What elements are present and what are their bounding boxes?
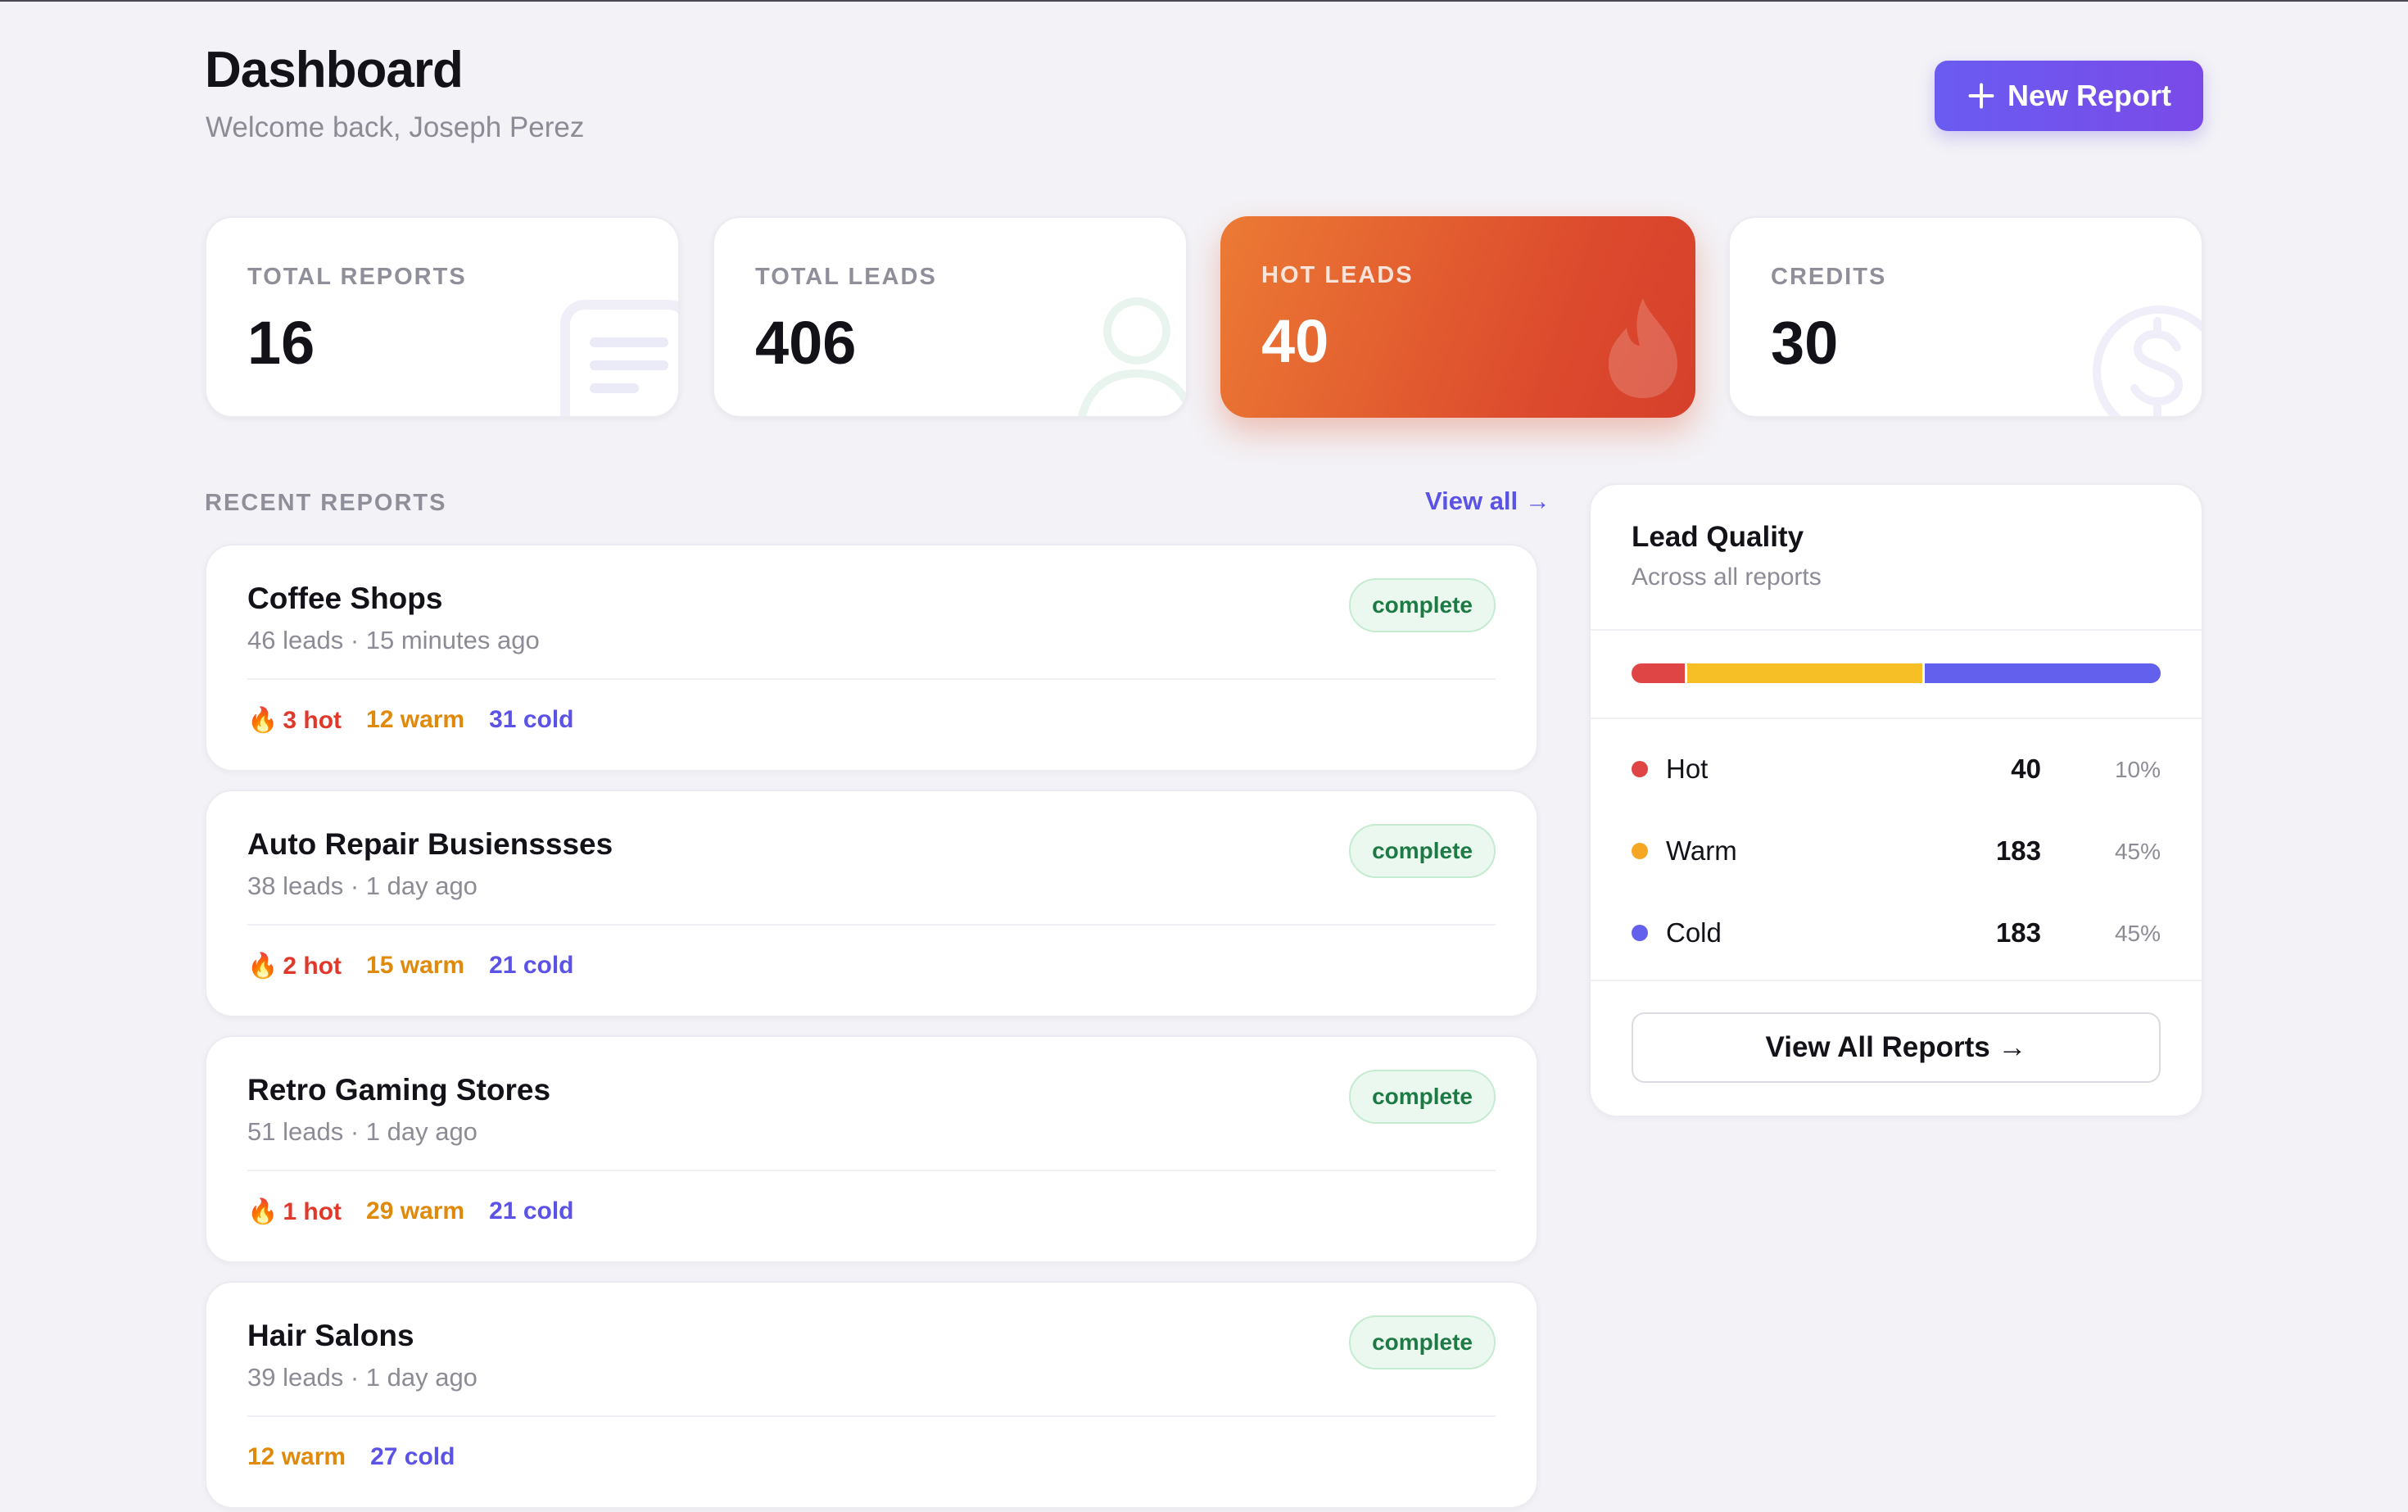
lead-quality-bar [1632, 663, 2161, 683]
quality-row-label: Hot [1666, 754, 1709, 784]
report-meta: 39 leads · 1 day ago [247, 1363, 478, 1392]
report-meta: 38 leads · 1 day ago [247, 871, 478, 900]
warm-tag: 12 warm [247, 1443, 346, 1470]
stat-label: HOT LEADS [1261, 262, 1414, 288]
stat-value: 30 [1771, 309, 1839, 377]
quality-bar-segment-warm [1684, 663, 1923, 683]
cold-tag: 21 cold [489, 952, 574, 979]
stat-value: 16 [247, 309, 315, 377]
new-report-button[interactable]: New Report [1935, 61, 2203, 131]
quality-row-percent: 45% [2114, 921, 2161, 946]
report-title: Auto Repair Busienssses [247, 827, 613, 861]
lead-tags: 🔥 1 hot 29 warm 21 cold [247, 1197, 573, 1226]
stat-label: TOTAL REPORTS [247, 264, 467, 290]
quality-row-label: Warm [1666, 835, 1737, 866]
stat-card-credits: CREDITS 30 [1728, 216, 2203, 418]
quality-row-percent: 10% [2114, 757, 2161, 782]
report-card[interactable]: Retro Gaming Stores 51 leads · 1 day ago… [205, 1035, 1538, 1263]
stat-label: TOTAL LEADS [755, 264, 937, 290]
page-title: Dashboard [205, 42, 464, 98]
welcome-subtitle: Welcome back, Joseph Perez [206, 111, 585, 143]
lead-quality-subtitle: Across all reports [1632, 564, 1822, 591]
quality-bar-segment-hot [1632, 663, 1685, 683]
warm-dot [1632, 843, 1648, 859]
view-all-link[interactable]: View all → [1425, 487, 1550, 515]
report-title: Hair Salons [247, 1319, 414, 1352]
report-meta: 51 leads · 1 day ago [247, 1117, 478, 1146]
report-title: Coffee Shops [247, 582, 443, 615]
divider [1591, 718, 2202, 719]
fire-icon: 🔥 [247, 953, 278, 980]
quality-row-warm: Warm 183 45% [1632, 831, 2161, 871]
quality-row-count: 183 [1995, 835, 2041, 866]
divider [247, 924, 1496, 926]
report-card[interactable]: Coffee Shops 46 leads · 15 minutes ago c… [205, 544, 1538, 772]
hot-count: 1 hot [283, 1197, 342, 1225]
quality-row-count: 40 [2011, 754, 2041, 784]
fire-icon: 🔥 [247, 1198, 278, 1225]
hot-tag: 🔥 2 hot [247, 952, 342, 980]
warm-tag: 15 warm [366, 952, 465, 979]
recent-reports-heading: RECENT REPORTS [205, 490, 447, 516]
cold-dot [1632, 925, 1648, 941]
stat-value: 40 [1261, 307, 1329, 375]
hot-tag: 🔥 3 hot [247, 706, 342, 735]
warm-tag: 12 warm [366, 706, 465, 733]
cold-tag: 21 cold [489, 1197, 574, 1225]
quality-row-hot: Hot 40 10% [1632, 749, 2161, 790]
quality-row-cold: Cold 183 45% [1632, 912, 2161, 953]
lead-quality-panel: Lead Quality Across all reports Hot 40 1… [1589, 483, 2203, 1117]
hot-count: 2 hot [283, 952, 342, 980]
status-badge: complete [1349, 824, 1496, 878]
view-all-reports-button[interactable]: View All Reports → [1632, 1012, 2161, 1083]
quality-row-count: 183 [1995, 917, 2041, 948]
report-card[interactable]: Hair Salons 39 leads · 1 day ago complet… [205, 1281, 1538, 1509]
hot-count: 3 hot [283, 706, 342, 734]
lead-quality-title: Lead Quality [1632, 521, 1804, 553]
new-report-label: New Report [2007, 79, 2172, 112]
quality-row-percent: 45% [2114, 839, 2161, 864]
stat-card-total-reports: TOTAL REPORTS 16 [205, 216, 680, 418]
lead-tags: 🔥 2 hot 15 warm 21 cold [247, 952, 573, 980]
cold-tag: 27 cold [370, 1443, 455, 1470]
document-icon [560, 300, 678, 416]
quality-row-label: Cold [1666, 917, 1722, 948]
flame-icon [1609, 298, 1677, 398]
hot-tag: 🔥 1 hot [247, 1197, 342, 1226]
divider [1591, 980, 2202, 981]
stat-card-total-leads: TOTAL LEADS 406 [713, 216, 1188, 418]
user-icon [1078, 297, 1186, 416]
stat-value: 406 [755, 309, 857, 377]
report-meta: 46 leads · 15 minutes ago [247, 626, 540, 654]
lead-tags: 12 warm 27 cold [247, 1443, 455, 1471]
hot-dot [1632, 761, 1648, 777]
warm-tag: 29 warm [366, 1197, 465, 1225]
report-card[interactable]: Auto Repair Busienssses 38 leads · 1 day… [205, 790, 1538, 1017]
divider [247, 678, 1496, 680]
divider [247, 1170, 1496, 1171]
stat-label: CREDITS [1771, 264, 1887, 290]
fire-icon: 🔥 [247, 707, 278, 734]
dollar-coin-icon [2093, 306, 2202, 416]
plus-icon [1968, 83, 1994, 109]
divider [247, 1415, 1496, 1417]
quality-bar-segment-cold [1922, 663, 2161, 683]
report-title: Retro Gaming Stores [247, 1073, 551, 1107]
status-badge: complete [1349, 578, 1496, 632]
cold-tag: 31 cold [489, 706, 574, 733]
lead-tags: 🔥 3 hot 12 warm 31 cold [247, 706, 573, 735]
stat-card-hot-leads: HOT LEADS 40 [1220, 216, 1695, 418]
status-badge: complete [1349, 1315, 1496, 1369]
status-badge: complete [1349, 1070, 1496, 1124]
divider [1591, 629, 2202, 631]
